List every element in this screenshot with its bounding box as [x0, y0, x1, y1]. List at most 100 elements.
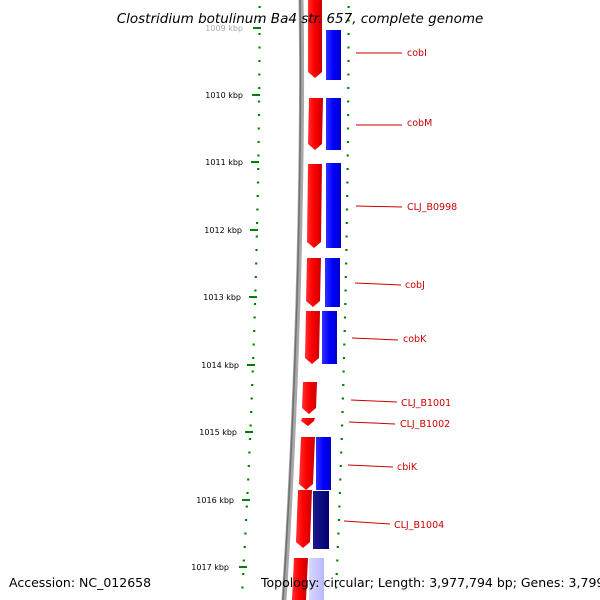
minor-tick-dot — [347, 60, 350, 62]
cds-forward-arrow — [308, 0, 322, 78]
minor-tick-dot — [254, 276, 257, 278]
minor-tick-dot — [258, 73, 261, 76]
feature-block — [322, 311, 337, 364]
minor-tick-dot — [252, 357, 255, 359]
minor-tick-dot — [245, 519, 248, 521]
label-leader-line — [355, 205, 403, 208]
minor-tick-dot — [247, 465, 250, 467]
feature-block — [316, 437, 331, 490]
minor-tick-dot — [246, 492, 249, 494]
feature-block-faded — [309, 558, 324, 600]
minor-tick-dot — [251, 384, 254, 386]
minor-tick-dot — [344, 276, 347, 278]
cds-forward-arrow — [302, 382, 317, 414]
tick-ring-outer — [241, 6, 261, 589]
minor-tick-dot — [256, 195, 259, 197]
minor-tick-dot — [258, 46, 261, 49]
minor-tick-dot — [346, 154, 349, 157]
minor-tick-dot — [338, 492, 341, 494]
minor-tick-dot — [346, 168, 349, 170]
minor-tick-dot — [257, 168, 260, 170]
minor-tick-dot — [347, 19, 350, 22]
minor-tick-dot — [347, 33, 350, 35]
kbp-label: 1014 kbp — [201, 361, 239, 370]
cds-forward-arrow — [301, 418, 315, 426]
minor-tick-dot — [345, 208, 349, 211]
minor-tick-dot — [252, 343, 255, 346]
feature-block-dark — [313, 491, 329, 549]
cds-forward-arrow — [308, 98, 323, 150]
minor-tick-dot — [347, 114, 350, 116]
minor-tick-dot — [253, 303, 257, 305]
genome-summary-text: Topology: circular; Length: 3,977,794 bp… — [260, 575, 600, 590]
minor-tick-dot — [336, 546, 339, 548]
minor-tick-dot — [254, 289, 257, 292]
minor-tick-dot — [347, 46, 350, 49]
genome-backbone-shade — [282, 0, 302, 600]
minor-tick-dot — [338, 505, 341, 508]
kbp-label: 1017 kbp — [191, 563, 229, 572]
gene-label-CLJ_B0998[interactable]: CLJ_B0998 — [407, 202, 457, 213]
genome-backbone — [281, 0, 305, 600]
minor-tick-dot — [347, 100, 350, 103]
gene-label-CLJ_B1001[interactable]: CLJ_B1001 — [401, 398, 451, 409]
minor-tick-dot — [258, 33, 261, 35]
feature-block — [325, 258, 340, 307]
minor-tick-dot — [255, 262, 258, 265]
gene-label-cobJ[interactable]: cobJ — [405, 280, 425, 291]
minor-tick-dot — [343, 316, 347, 319]
kbp-label: 1012 kbp — [204, 226, 242, 235]
gene-label-cobM[interactable]: cobM — [407, 118, 432, 129]
minor-tick-dot — [258, 87, 261, 89]
minor-tick-dot — [258, 100, 261, 103]
minor-tick-dot — [250, 411, 253, 413]
minor-tick-dot — [251, 370, 254, 373]
minor-tick-dot — [339, 478, 342, 481]
minor-tick-dot — [342, 370, 345, 373]
minor-tick-dot — [345, 249, 348, 251]
minor-tick-dot — [337, 532, 340, 535]
cds-forward-arrow — [307, 164, 322, 248]
minor-tick-dot — [257, 154, 260, 157]
minor-tick-dot — [343, 330, 346, 332]
gene-label-cobI[interactable]: cobI — [407, 48, 427, 59]
minor-tick-dot — [247, 478, 250, 481]
cds-forward-arrow — [305, 311, 320, 364]
minor-tick-dot — [242, 573, 245, 575]
minor-tick-dot — [341, 397, 344, 400]
minor-tick-dot — [258, 6, 261, 8]
gene-label-CLJ_B1002[interactable]: CLJ_B1002 — [400, 419, 450, 430]
minor-tick-dot — [257, 141, 260, 143]
minor-tick-dot — [337, 519, 340, 521]
kbp-label: 1015 kbp — [199, 428, 237, 437]
minor-tick-dot — [257, 127, 260, 130]
minor-tick-dot — [335, 586, 338, 589]
minor-tick-dot — [248, 438, 252, 440]
minor-tick-dot — [347, 87, 350, 89]
gene-labels: cobI cobM CLJ_B0998 cobJ cobK CLJ_B1001 … — [343, 48, 457, 531]
minor-tick-dot — [249, 424, 252, 427]
minor-tick-dot — [256, 222, 259, 224]
minor-tick-dot — [344, 303, 347, 305]
minor-tick-dot — [345, 235, 348, 238]
minor-tick-dot — [255, 249, 258, 251]
cds-forward-arrow — [296, 490, 312, 548]
minor-tick-dot — [347, 6, 350, 8]
gene-label-cbiK[interactable]: cbiK — [397, 462, 418, 473]
feature-block — [326, 163, 341, 248]
minor-tick-dot — [253, 316, 256, 319]
map-title: Clostridium botulinum Ba4 str. 657, comp… — [117, 11, 484, 27]
gene-label-CLJ_B1004[interactable]: CLJ_B1004 — [394, 520, 444, 531]
minor-tick-dot — [248, 451, 251, 454]
minor-tick-dot — [343, 343, 346, 346]
minor-tick-dot — [340, 438, 343, 440]
kbp-label: 1016 kbp — [196, 496, 234, 505]
kbp-scale: 1009 kbp 1010 kbp 1011 kbp 1012 kbp 1013… — [191, 24, 261, 572]
kbp-label: 1009 kbp — [205, 24, 243, 33]
minor-tick-dot — [344, 289, 347, 292]
feature-block — [326, 30, 341, 80]
kbp-label: 1010 kbp — [205, 91, 243, 100]
minor-tick-dot — [342, 384, 345, 386]
tick-ring-inner — [335, 6, 350, 589]
gene-label-cobK[interactable]: cobK — [403, 334, 427, 345]
